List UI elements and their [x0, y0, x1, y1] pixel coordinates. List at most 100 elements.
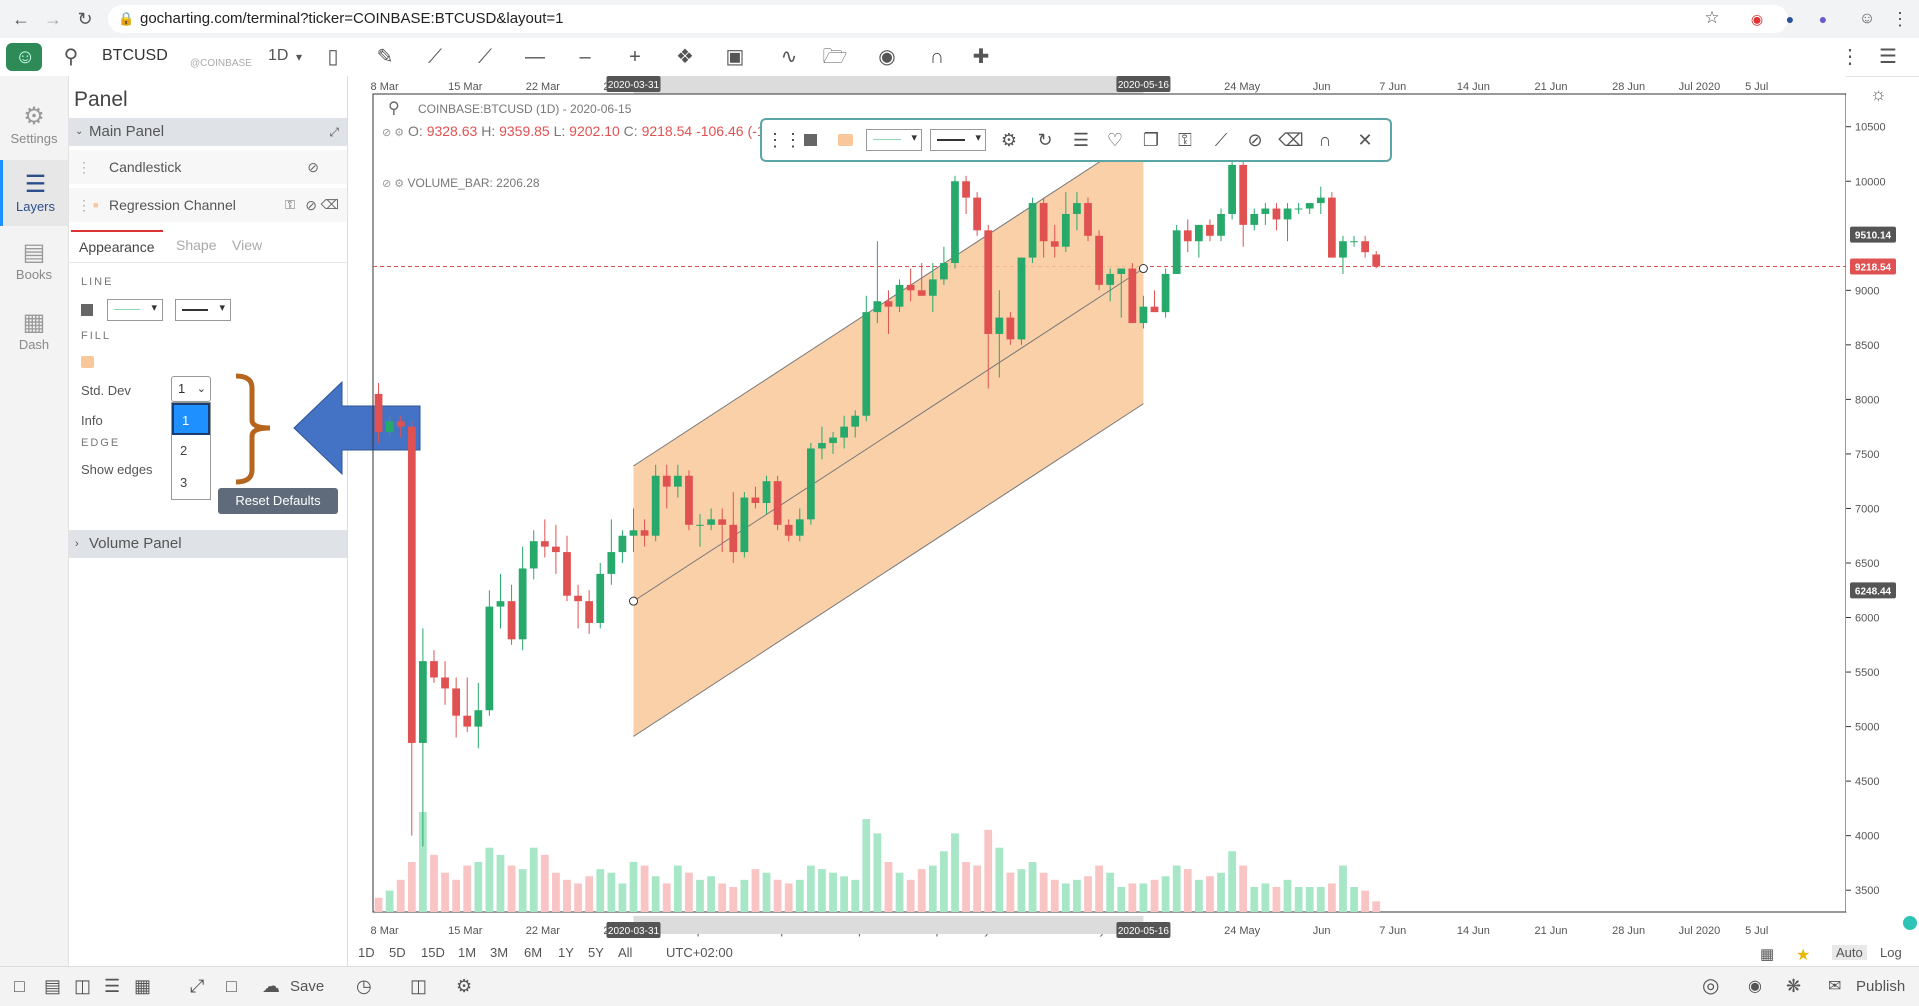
crosshair-icon[interactable]: + [629, 46, 641, 68]
magnet-icon[interactable]: ∩ [1318, 130, 1332, 150]
tab-appearance[interactable]: Appearance [71, 230, 163, 262]
timezone-label[interactable]: UTC+02:00 [666, 945, 733, 960]
extension-icon[interactable]: ◉ [1750, 11, 1764, 27]
symbol-label[interactable]: BTCUSD [102, 47, 168, 64]
profile-icon[interactable]: ☺ [1858, 10, 1876, 27]
eye-off-icon[interactable]: ⊘ ⚙ [382, 127, 405, 139]
layers-icon[interactable]: ☰ [1072, 130, 1090, 150]
add-chart-icon[interactable]: ◫ [410, 976, 428, 996]
layout-split-h-icon[interactable]: ▤ [44, 976, 62, 996]
trash-icon[interactable]: ⌫ [1278, 130, 1304, 150]
cursor-icon[interactable]: ✚ [972, 46, 990, 68]
trash-icon[interactable]: ⌫ [320, 197, 339, 212]
extension-icon[interactable]: ● [1785, 11, 1795, 27]
grid-icon[interactable]: ▦ [1760, 946, 1775, 963]
scroll-end-button[interactable] [1903, 916, 1917, 930]
megaphone-icon[interactable]: ✉ [1828, 978, 1842, 995]
folder-icon[interactable]: 🗁 [822, 46, 848, 68]
menu-icon[interactable]: ☰ [1879, 46, 1897, 68]
heart-icon[interactable]: ♡ [1106, 130, 1124, 150]
horizontal-line-icon[interactable]: — [525, 46, 545, 68]
forward-icon[interactable]: → [44, 9, 62, 29]
chart-settings-icon[interactable]: ☼ [1870, 84, 1887, 104]
square-icon[interactable]: □ [226, 976, 237, 996]
lock-icon[interactable]: ⚿ [1178, 130, 1192, 150]
main-panel-header[interactable]: ⌄ Main Panel ⤢ [69, 118, 347, 146]
reload-icon[interactable]: ↻ [77, 9, 93, 29]
image-icon[interactable]: ▣ [725, 46, 745, 68]
line-width-select[interactable]: ▾ [175, 299, 231, 321]
interval-select[interactable]: 1D [268, 47, 289, 64]
gear-icon[interactable]: ⚙ [456, 976, 473, 996]
line-color-swatch[interactable] [81, 304, 93, 316]
star-icon[interactable]: ☆ [1704, 8, 1720, 27]
layout-single-icon[interactable]: □ [14, 976, 25, 996]
reset-defaults-button[interactable]: Reset Defaults [218, 488, 338, 514]
line-color-swatch[interactable] [804, 134, 817, 146]
cloud-icon[interactable]: ☁ [262, 976, 280, 996]
drag-handle-icon[interactable]: ⋮ [77, 159, 91, 175]
layout-grid-icon[interactable]: ▦ [134, 976, 152, 996]
volume-panel-header[interactable]: › Volume Panel [69, 530, 347, 558]
layout-split-v-icon[interactable]: ◫ [74, 976, 92, 996]
range-1y[interactable]: 1Y [558, 945, 574, 960]
dropdown-option[interactable]: 2 [180, 443, 188, 458]
line-style-select[interactable]: ▾ [107, 299, 163, 321]
drag-handle-icon[interactable]: ⋮ [77, 197, 91, 213]
dropdown-option[interactable]: 3 [180, 475, 188, 490]
line-style-select[interactable]: ▾ [866, 129, 922, 151]
kebab-menu-icon[interactable]: ⋮ [1891, 9, 1909, 29]
address-bar[interactable]: 🔒 gocharting.com/terminal?ticker=COINBAS… [108, 5, 1788, 33]
brush-icon[interactable]: ✎ [376, 46, 394, 68]
eye-off-icon[interactable]: ⊘ [1247, 130, 1263, 150]
line-tool-icon[interactable]: ⟋ [428, 46, 442, 68]
lock-icon[interactable]: ⚿ [285, 197, 295, 212]
gear-icon[interactable]: ⚙ [1000, 130, 1018, 150]
eye-off-icon[interactable]: ⊘ ⚙ [382, 178, 405, 190]
rail-item-books[interactable]: ▤ Books [0, 228, 68, 294]
range-all[interactable]: All [618, 945, 633, 960]
fullscreen-icon[interactable]: ⤢ [190, 976, 205, 996]
layer-row-regression-channel[interactable]: ⋮ ■ Regression Channel ⚿ ⊘ ⌫ [69, 188, 347, 223]
publish-button[interactable]: Publish [1856, 978, 1906, 995]
eye-off-icon[interactable]: ⊘ [305, 197, 317, 213]
tab-view[interactable]: View [232, 237, 263, 253]
save-button[interactable]: Save [290, 978, 325, 995]
copy-icon[interactable]: ❐ [1142, 130, 1160, 150]
rail-item-layers[interactable]: ☰ Layers [0, 160, 68, 226]
discord-icon[interactable]: ◉ [1748, 978, 1762, 995]
indicator-icon[interactable]: ∿ [780, 46, 798, 68]
ray-tool-icon[interactable]: ⟋ [478, 46, 492, 68]
expand-icon[interactable]: ⤢ [329, 125, 339, 139]
history-icon[interactable]: ◷ [356, 976, 372, 996]
auto-scale-button[interactable]: Auto [1832, 945, 1867, 960]
magnet-icon[interactable]: ∩ [929, 46, 945, 68]
range-15d[interactable]: 15D [421, 945, 445, 960]
candle-type-icon[interactable]: ▯ [327, 46, 339, 68]
rail-item-settings[interactable]: ⚙ Settings [0, 92, 68, 158]
tab-shape[interactable]: Shape [176, 237, 217, 253]
zoom-icon[interactable]: ⚲ [388, 100, 400, 117]
range-5d[interactable]: 5D [389, 945, 406, 960]
rail-item-dash[interactable]: ▦ Dash [0, 298, 68, 364]
close-icon[interactable]: ✕ [1357, 130, 1373, 150]
fill-color-swatch[interactable] [838, 134, 853, 146]
range-6m[interactable]: 6M [524, 945, 543, 960]
layout-rows-icon[interactable]: ☰ [104, 976, 121, 996]
bug-icon[interactable]: ❋ [1786, 976, 1802, 996]
patterns-icon[interactable]: ❖ [676, 46, 694, 68]
range-1m[interactable]: 1M [458, 945, 477, 960]
line-width-select[interactable]: ▾ [930, 129, 986, 151]
star-icon[interactable]: ★ [1796, 947, 1811, 964]
search-icon[interactable]: ⚲ [63, 46, 79, 68]
extension-icon[interactable]: ● [1818, 11, 1828, 27]
log-scale-button[interactable]: Log [1880, 945, 1902, 960]
fill-color-swatch[interactable] [81, 356, 94, 368]
more-icon[interactable]: ⋮ [1840, 46, 1860, 68]
range-5y[interactable]: 5Y [588, 945, 604, 960]
app-logo[interactable]: ☺ [6, 43, 42, 71]
back-icon[interactable]: ← [12, 9, 30, 29]
refresh-icon[interactable]: ↻ [1037, 130, 1053, 150]
